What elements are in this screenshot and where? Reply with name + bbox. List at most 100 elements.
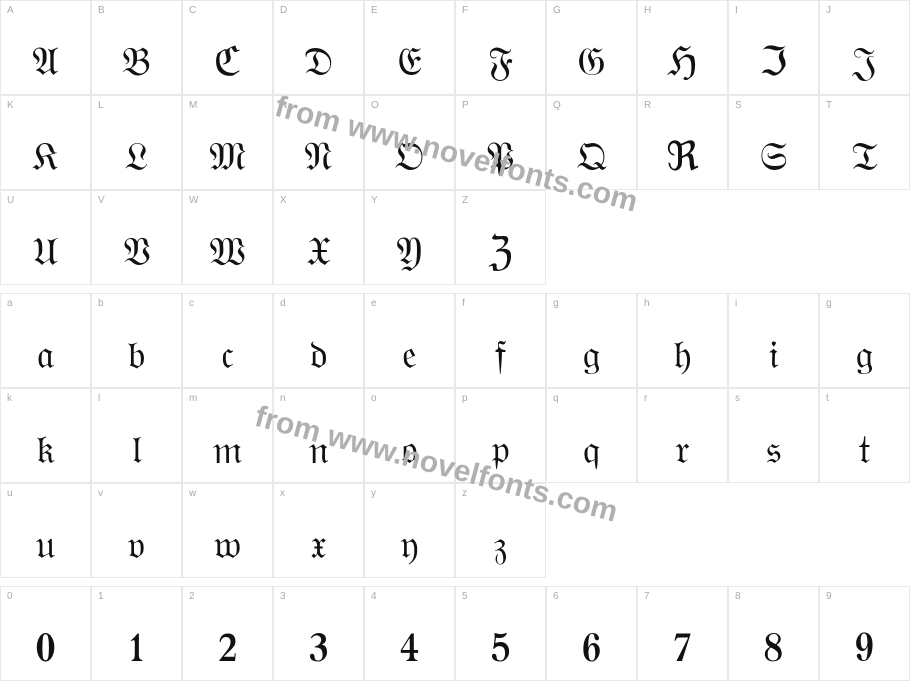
cell-label: M [189, 100, 197, 111]
glyph-cell: T𝔗 [819, 95, 910, 190]
cell-label: L [98, 100, 104, 111]
cell-label: b [98, 298, 104, 309]
cell-label: R [644, 100, 651, 111]
row-lower-2: k𝔨l𝔩m𝔪n𝔫o𝔬p𝔭q𝔮r𝔯s𝔰t𝔱 [0, 388, 911, 483]
cell-glyph: 𝔓 [456, 141, 545, 181]
glyph-cell: i𝔦 [728, 293, 819, 388]
cell-label: B [98, 5, 105, 16]
glyph-cell: q𝔮 [546, 388, 637, 483]
glyph-cell: D𝔇 [273, 0, 364, 95]
cell-glyph: 𝔗 [820, 141, 909, 181]
cell-label: k [7, 393, 12, 404]
cell-glyph: 𝔏 [92, 141, 181, 181]
cell-glyph: ℜ [638, 141, 727, 181]
cell-glyph: ℌ [638, 46, 727, 86]
glyph-cell: N𝔑 [273, 95, 364, 190]
cell-glyph: 𝔲 [1, 529, 90, 569]
cell-label: E [371, 5, 378, 16]
cell-glyph: 𝔪 [183, 434, 272, 474]
cell-label: x [280, 488, 285, 499]
glyph-cell: J𝔍 [819, 0, 910, 95]
glyph-cell: W𝔚 [182, 190, 273, 285]
glyph-cell: g𝔤 [546, 293, 637, 388]
glyph-cell: G𝔊 [546, 0, 637, 95]
cell-glyph: 𝔊 [547, 46, 636, 86]
glyph-cell: y𝔶 [364, 483, 455, 578]
glyph-cell [637, 483, 728, 578]
cell-glyph: 𝔙 [92, 236, 181, 276]
glyph-cell: a𝔞 [0, 293, 91, 388]
cell-label: 2 [189, 591, 195, 602]
glyph-cell: 33 [273, 586, 364, 681]
cell-label: t [826, 393, 829, 404]
cell-glyph: 𝔤 [820, 339, 909, 379]
cell-label: W [189, 195, 198, 206]
glyph-cell [546, 190, 637, 285]
cell-glyph: 𝔉 [456, 46, 545, 86]
cell-glyph: 𝔅 [92, 46, 181, 86]
glyph-cell [819, 190, 910, 285]
cell-glyph: ℨ [456, 236, 545, 276]
cell-label: r [644, 393, 647, 404]
cell-glyph: 0 [1, 632, 90, 672]
cell-label: D [280, 5, 287, 16]
glyph-cell: e𝔢 [364, 293, 455, 388]
cell-glyph: 𝔫 [274, 434, 363, 474]
glyph-cell: Zℨ [455, 190, 546, 285]
cell-glyph: 𝔯 [638, 434, 727, 474]
cell-label: p [462, 393, 468, 404]
cell-glyph: 𝔮 [547, 434, 636, 474]
cell-label: 7 [644, 591, 650, 602]
row-lower-1: a𝔞b𝔟c𝔠d𝔡e𝔢f𝔣g𝔤h𝔥i𝔦g𝔤 [0, 293, 911, 388]
cell-label: f [462, 298, 465, 309]
cell-label: y [371, 488, 376, 499]
cell-label: u [7, 488, 13, 499]
cell-glyph: 𝔬 [365, 434, 454, 474]
cell-glyph: 𝔥 [638, 339, 727, 379]
row-digits: 00112233445566778899 [0, 586, 911, 681]
cell-label: C [189, 5, 196, 16]
cell-glyph: 𝔟 [92, 339, 181, 379]
cell-label: h [644, 298, 650, 309]
row-lower-3: u𝔲v𝔳w𝔴x𝔵y𝔶z𝔷 [0, 483, 911, 578]
glyph-cell: p𝔭 [455, 388, 546, 483]
cell-glyph: 6 [547, 632, 636, 672]
cell-label: G [553, 5, 561, 16]
glyph-cell [728, 483, 819, 578]
cell-label: S [735, 100, 742, 111]
glyph-cell: 77 [637, 586, 728, 681]
glyph-cell: Iℑ [728, 0, 819, 95]
cell-label: i [735, 298, 737, 309]
cell-glyph: 𝔦 [729, 339, 818, 379]
glyph-cell: Y𝔜 [364, 190, 455, 285]
glyph-cell: 00 [0, 586, 91, 681]
glyph-cell: r𝔯 [637, 388, 728, 483]
cell-label: 4 [371, 591, 377, 602]
glyph-cell: Rℜ [637, 95, 728, 190]
cell-label: 8 [735, 591, 741, 602]
cell-glyph: 2 [183, 632, 272, 672]
glyph-cell: E𝔈 [364, 0, 455, 95]
glyph-cell: b𝔟 [91, 293, 182, 388]
glyph-cell: 11 [91, 586, 182, 681]
cell-label: Q [553, 100, 561, 111]
cell-label: l [98, 393, 100, 404]
cell-glyph: 𝔚 [183, 236, 272, 276]
cell-label: g [553, 298, 559, 309]
glyph-cell: 22 [182, 586, 273, 681]
cell-glyph: 𝔎 [1, 141, 90, 181]
glyph-cell: M𝔐 [182, 95, 273, 190]
glyph-cell: d𝔡 [273, 293, 364, 388]
glyph-cell: u𝔲 [0, 483, 91, 578]
glyph-cell: F𝔉 [455, 0, 546, 95]
cell-glyph: 𝔄 [1, 46, 90, 86]
cell-glyph: 𝔒 [365, 141, 454, 181]
glyph-cell: K𝔎 [0, 95, 91, 190]
glyph-cell: k𝔨 [0, 388, 91, 483]
glyph-cell: 99 [819, 586, 910, 681]
glyph-cell [546, 483, 637, 578]
cell-glyph: 𝔛 [274, 236, 363, 276]
cell-glyph: 1 [92, 632, 181, 672]
glyph-cell: z𝔷 [455, 483, 546, 578]
glyph-cell: h𝔥 [637, 293, 728, 388]
